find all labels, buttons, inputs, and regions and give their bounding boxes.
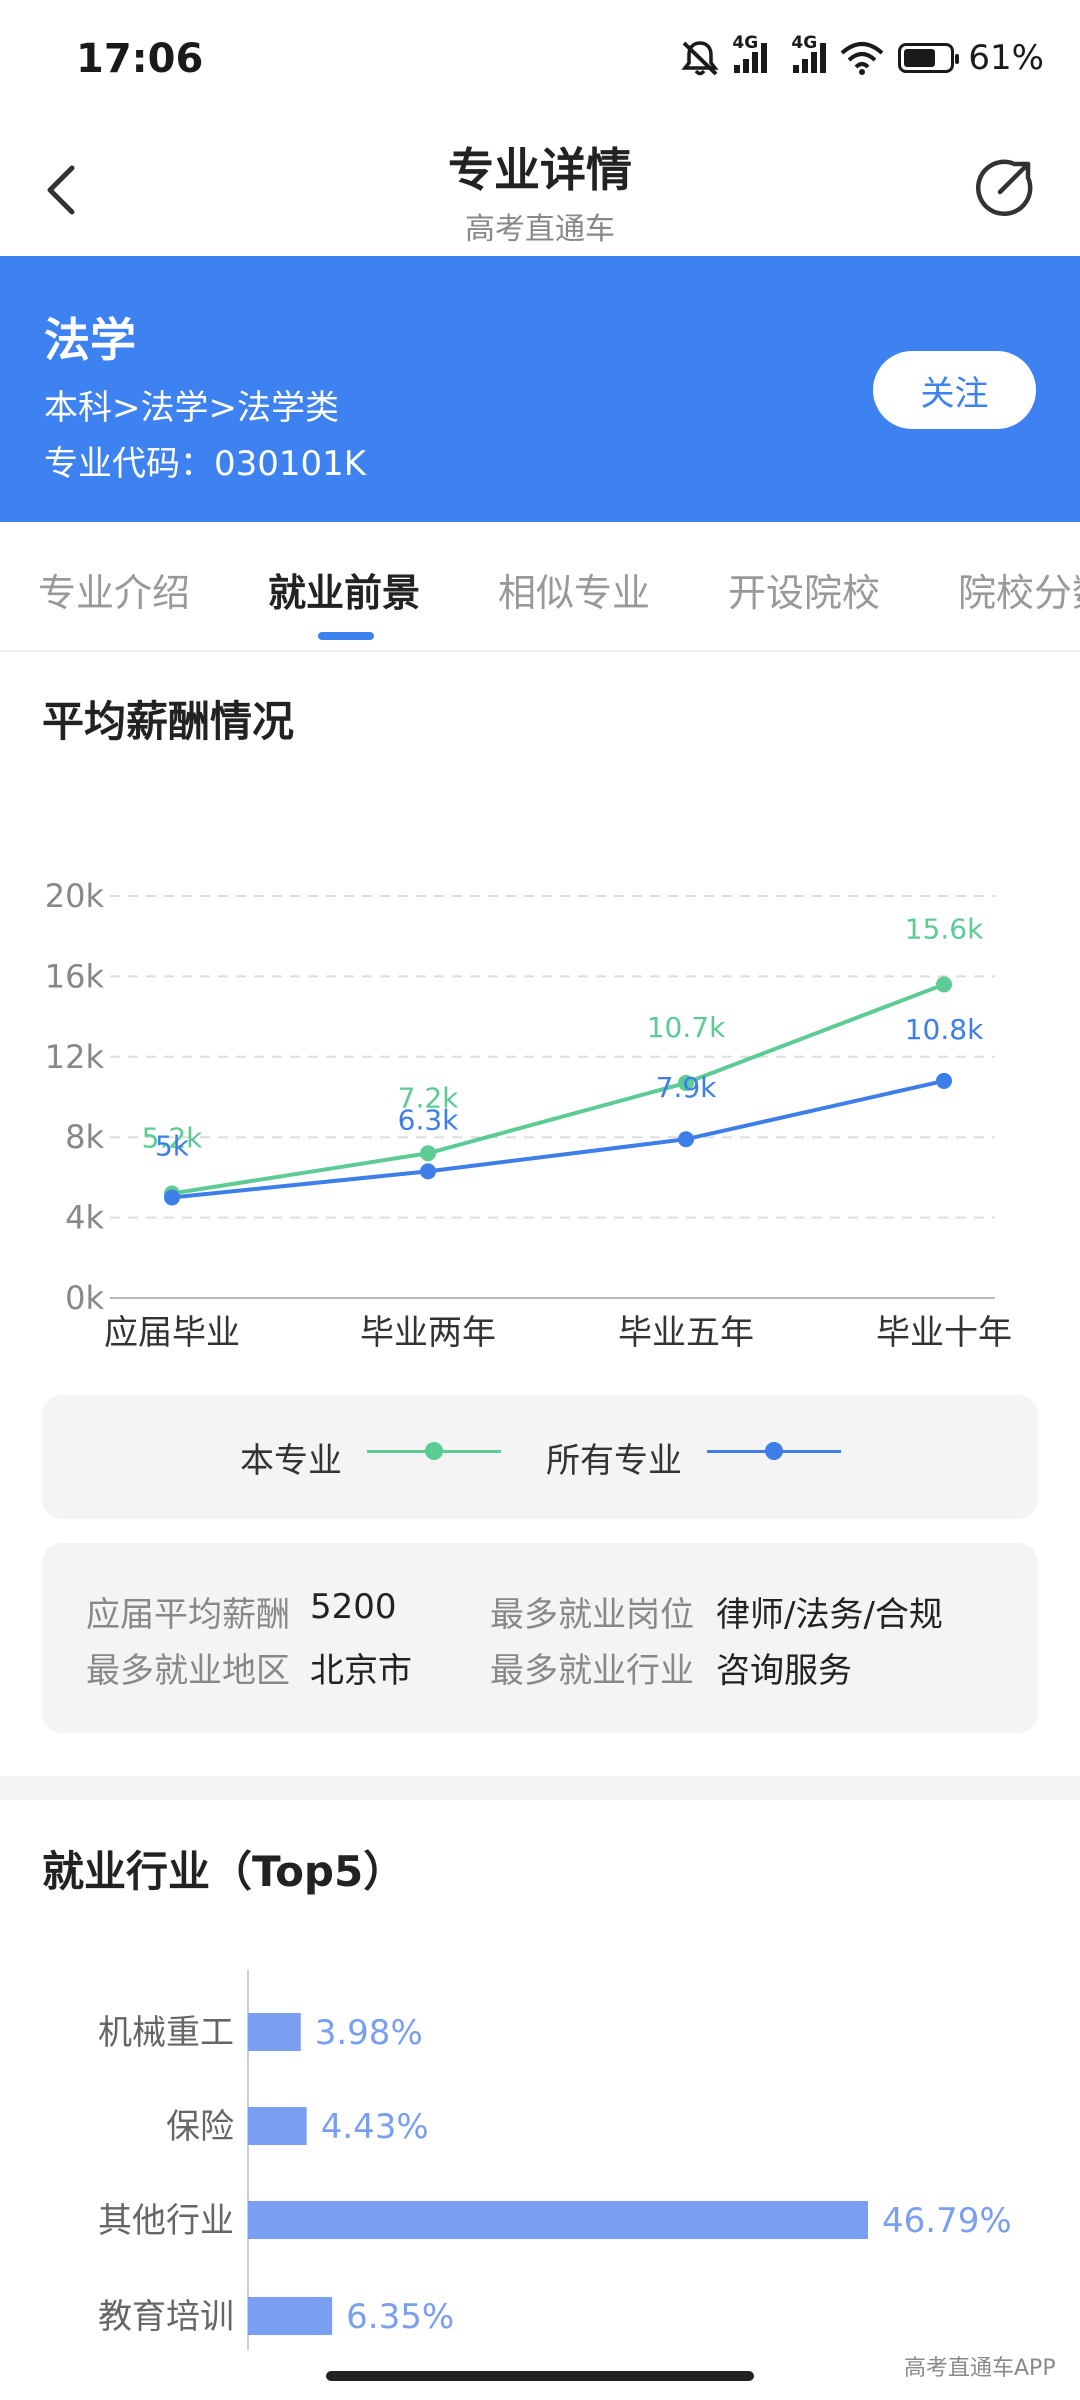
data-point bbox=[420, 1163, 436, 1180]
bar-category-label: 其他行业 bbox=[98, 2201, 234, 2241]
bar-category-label: 保险 bbox=[166, 2107, 234, 2147]
share-icon[interactable] bbox=[972, 156, 1036, 220]
x-tick-label: 毕业两年 bbox=[360, 1313, 496, 1353]
bar-category-label: 机械重工 bbox=[98, 2013, 234, 2053]
avg-salary-label: 应届平均薪酬 bbox=[86, 1595, 290, 1635]
y-tick-label: 0k bbox=[65, 1279, 104, 1317]
data-label: 7.2k bbox=[398, 1081, 460, 1114]
app-watermark: 高考直通车APP bbox=[904, 2356, 1056, 2381]
y-tick-label: 4k bbox=[65, 1199, 104, 1237]
network-type-1: 4G bbox=[732, 33, 759, 53]
tab-introduction[interactable]: 专业介绍 bbox=[38, 571, 191, 615]
legend-this-major-dot bbox=[425, 1442, 443, 1460]
back-arrow-icon[interactable] bbox=[40, 160, 84, 220]
data-point bbox=[678, 1131, 694, 1148]
x-tick-label: 应届毕业 bbox=[104, 1313, 240, 1353]
major-path: 本科>法学>法学类 bbox=[44, 388, 339, 428]
data-label: 10.8k bbox=[905, 1013, 984, 1046]
tab-schools[interactable]: 开设院校 bbox=[728, 571, 881, 615]
data-label: 5k bbox=[155, 1130, 190, 1163]
data-label: 6.3k bbox=[398, 1103, 460, 1136]
avg-salary-value: 5200 bbox=[310, 1587, 397, 1627]
top-position-label: 最多就业岗位 bbox=[490, 1595, 694, 1635]
bar bbox=[248, 2297, 333, 2335]
data-label: 10.7k bbox=[647, 1011, 726, 1044]
data-label: 15.6k bbox=[905, 912, 984, 945]
home-indicator[interactable] bbox=[326, 2371, 754, 2381]
top-industry-value: 咨询服务 bbox=[716, 1651, 852, 1691]
legend-all-majors: 所有专业 bbox=[546, 1441, 682, 1481]
y-tick-label: 12k bbox=[45, 1038, 105, 1076]
battery-icon bbox=[898, 43, 960, 73]
legend-this-major: 本专业 bbox=[240, 1441, 342, 1481]
series-line-this-major bbox=[171, 982, 945, 1196]
data-point bbox=[420, 1145, 436, 1162]
chart-legend: 本专业 所有专业 bbox=[42, 1395, 1038, 1519]
bar-value-label: 46.79% bbox=[882, 2201, 1012, 2241]
page-title: 专业详情 bbox=[448, 143, 632, 197]
salary-section-title: 平均薪酬情况 bbox=[42, 697, 295, 746]
legend-all-majors-dot bbox=[765, 1442, 783, 1460]
tab-bar: 专业介绍 就业前景 相似专业 开设院校 院校分数 bbox=[0, 522, 1080, 652]
follow-button[interactable]: 关注 bbox=[873, 351, 1036, 429]
data-label: 7.9k bbox=[656, 1071, 718, 1104]
bar-value-label: 3.98% bbox=[315, 2013, 423, 2053]
tab-employment[interactable]: 就业前景 bbox=[268, 571, 421, 615]
bar-category-label: 教育培训 bbox=[98, 2297, 234, 2337]
bar bbox=[248, 2107, 307, 2145]
y-tick-label: 16k bbox=[45, 957, 105, 995]
data-point bbox=[936, 1072, 952, 1089]
bar-value-label: 4.43% bbox=[321, 2107, 429, 2147]
bar bbox=[248, 2013, 301, 2051]
battery-percent: 61% bbox=[968, 38, 1044, 78]
cell-signal-2-icon: 4G bbox=[791, 33, 827, 73]
bar bbox=[248, 2201, 868, 2239]
status-icons: 4G 4G 61% bbox=[680, 33, 1044, 78]
major-name: 法学 bbox=[44, 313, 136, 367]
cell-signal-1-icon: 4G bbox=[732, 33, 768, 73]
data-point bbox=[164, 1189, 180, 1206]
major-code: 专业代码：030101K bbox=[44, 444, 367, 484]
y-tick-label: 8k bbox=[65, 1118, 104, 1156]
mute-bell-icon bbox=[681, 41, 720, 76]
data-point bbox=[678, 1074, 694, 1091]
top-position-value: 律师/法务/合规 bbox=[716, 1595, 943, 1635]
active-tab-indicator bbox=[318, 632, 374, 640]
page-subtitle: 高考直通车 bbox=[465, 212, 615, 247]
top-industry-label: 最多就业行业 bbox=[490, 1651, 694, 1691]
wifi-icon bbox=[841, 42, 884, 75]
industry-bar-chart: 机械重工 3.98% 保险 4.43% 其他行业 46.79% 教育培训 6.35% bbox=[98, 1970, 1012, 2350]
tab-school-scores[interactable]: 院校分数 bbox=[958, 571, 1080, 615]
salary-line-chart: 0k 4k 8k 12k 16k 20k 应届毕业 毕业两年 毕业五年 毕业十年 5.2k 7.2k 1… bbox=[45, 877, 1012, 1353]
status-time: 17:06 bbox=[76, 36, 204, 82]
industry-section-title: 就业行业（Top5） bbox=[42, 1847, 406, 1896]
top-region-value: 北京市 bbox=[310, 1651, 412, 1691]
bar-value-label: 6.35% bbox=[346, 2297, 454, 2337]
network-type-2: 4G bbox=[791, 33, 818, 53]
x-tick-label: 毕业十年 bbox=[876, 1313, 1012, 1353]
section-divider bbox=[0, 1776, 1080, 1800]
top-region-label: 最多就业地区 bbox=[86, 1651, 290, 1691]
tab-similar-majors[interactable]: 相似专业 bbox=[498, 571, 651, 615]
data-label: 5.2k bbox=[142, 1121, 204, 1154]
series-line-all-majors bbox=[171, 1078, 945, 1200]
x-tick-label: 毕业五年 bbox=[618, 1313, 754, 1353]
data-point bbox=[936, 976, 952, 993]
salary-stats-panel: 应届平均薪酬 5200 最多就业岗位 律师/法务/合规 最多就业地区 北京市 最… bbox=[42, 1543, 1038, 1733]
y-tick-label: 20k bbox=[45, 877, 105, 915]
